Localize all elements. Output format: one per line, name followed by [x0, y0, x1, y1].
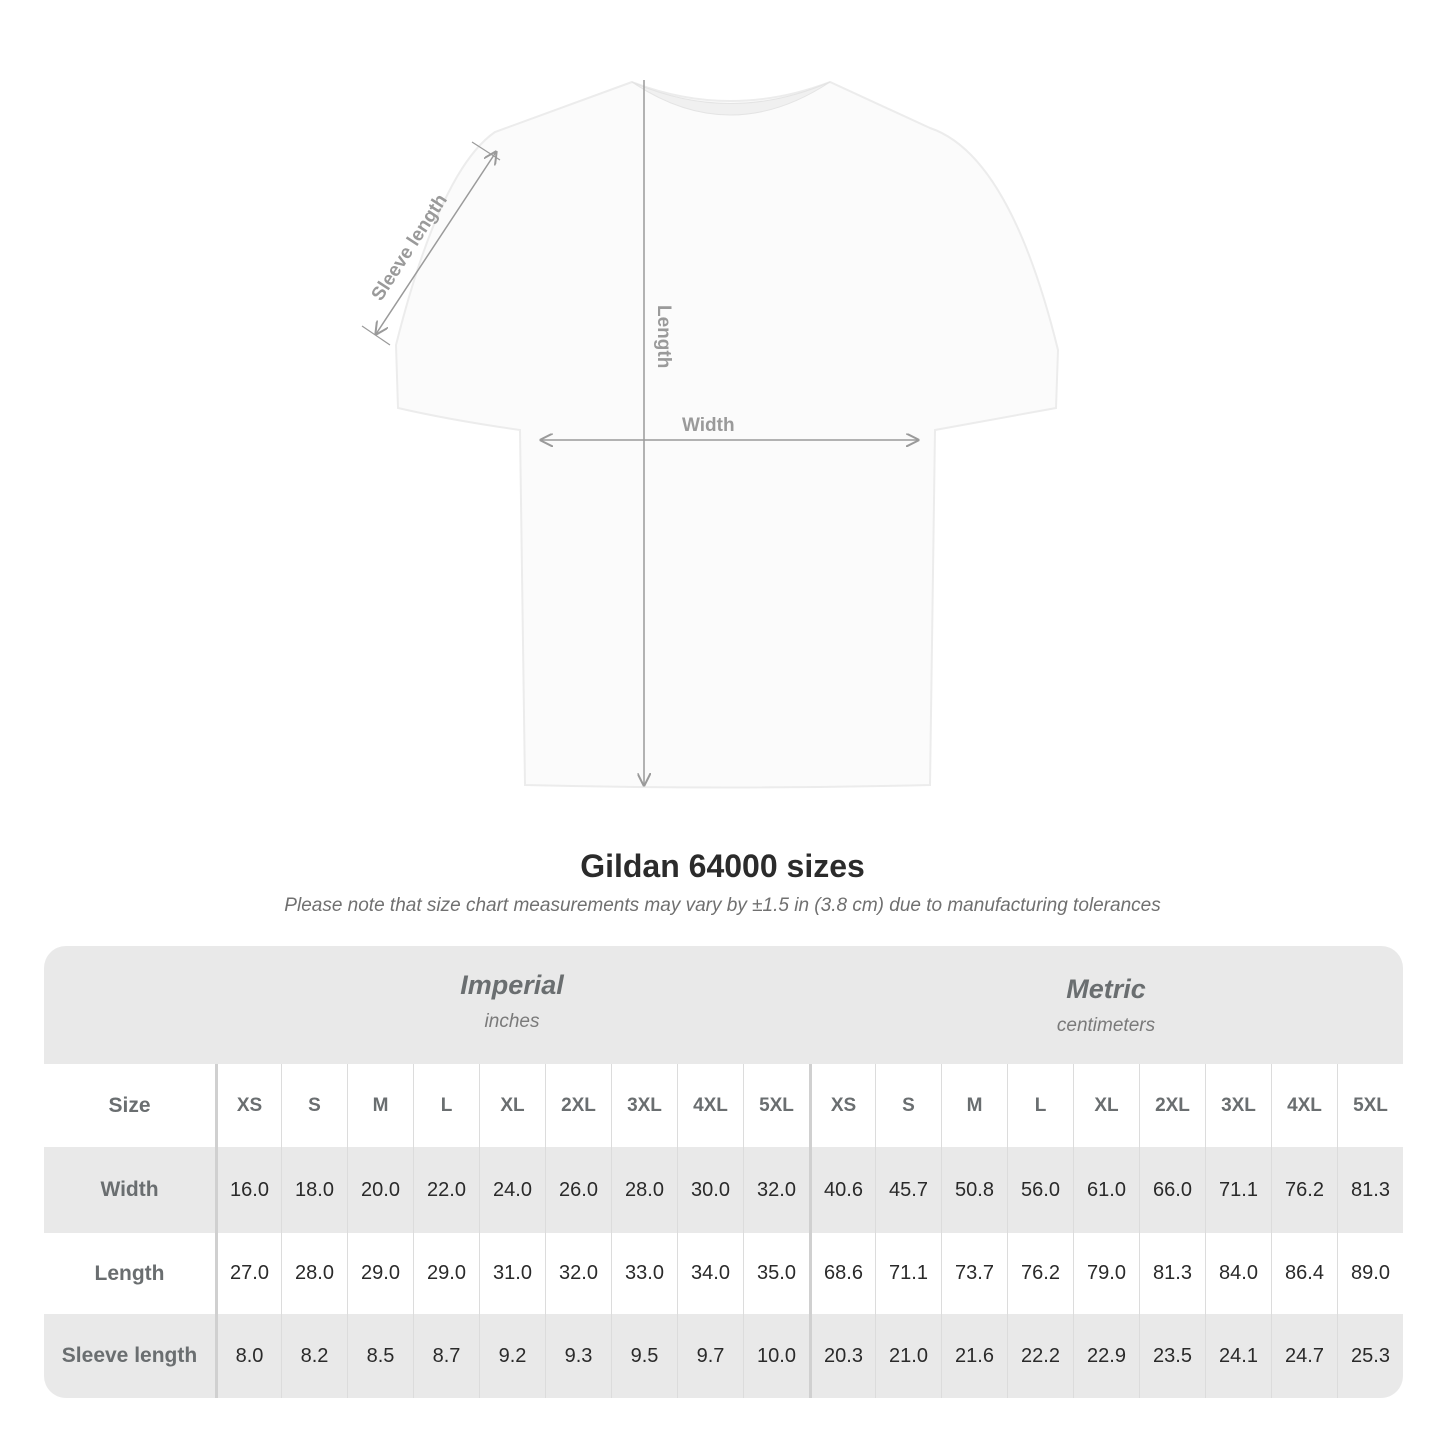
table-cell: 32.0 [545, 1233, 611, 1314]
imperial-unit: inches [484, 1011, 540, 1032]
table-cell: 71.1 [1205, 1147, 1271, 1233]
table-cell: 79.0 [1073, 1233, 1139, 1314]
table-cell: 8.5 [347, 1314, 413, 1398]
table-cell: 50.8 [941, 1147, 1007, 1233]
table-cell: 29.0 [347, 1233, 413, 1314]
table-cell: 18.0 [281, 1147, 347, 1233]
table-cell: 76.2 [1007, 1233, 1073, 1314]
size-header-5xl: 5XL [743, 1064, 809, 1147]
metric-title: Metric [1066, 974, 1146, 1004]
table-cell: 8.2 [281, 1314, 347, 1398]
size-header-xs: XS [809, 1064, 875, 1147]
size-header-xl: XL [479, 1064, 545, 1147]
table-cell: 28.0 [281, 1233, 347, 1314]
table-cell: 10.0 [743, 1314, 809, 1398]
sleeve-tick-top [471, 141, 501, 161]
size-header-m: M [941, 1064, 1007, 1147]
row-label: Sleeve length [61, 1344, 198, 1367]
sleeve-tick-bottom [361, 325, 391, 346]
size-header-l: L [413, 1064, 479, 1147]
table-cell: 73.7 [941, 1233, 1007, 1314]
size-header-s: S [281, 1064, 347, 1147]
table-row: Length 27.0 28.0 29.0 29.0 31.0 32.0 33.0 34.0 35… [44, 1233, 1403, 1314]
size-table: Imperial inches Metric centimeters Size X… [44, 946, 1403, 1398]
table-cell: 71.1 [875, 1233, 941, 1314]
table-cell: 26.0 [545, 1147, 611, 1233]
table-cell: 20.3 [809, 1314, 875, 1398]
table-cell: 29.0 [413, 1233, 479, 1314]
table-cell: 25.3 [1337, 1314, 1403, 1398]
table-cell: 45.7 [875, 1147, 941, 1233]
table-cell: 81.3 [1139, 1233, 1205, 1314]
table-cell: 22.0 [413, 1147, 479, 1233]
size-header-3xl: 3XL [1205, 1064, 1271, 1147]
size-header-4xl: 4XL [677, 1064, 743, 1147]
table-cell: 24.1 [1205, 1314, 1271, 1398]
table-cell: 86.4 [1271, 1233, 1337, 1314]
table-cell: 9.7 [677, 1314, 743, 1398]
table-cell: 21.6 [941, 1314, 1007, 1398]
size-header-xs: XS [215, 1064, 281, 1147]
size-header-3xl: 3XL [611, 1064, 677, 1147]
table-cell: 16.0 [215, 1147, 281, 1233]
table-cell: 22.2 [1007, 1314, 1073, 1398]
table-cell: 9.2 [479, 1314, 545, 1398]
table-cell: 9.3 [545, 1314, 611, 1398]
width-label: Width [682, 415, 735, 436]
size-header-label: Size [108, 1093, 151, 1117]
table-cell: 66.0 [1139, 1147, 1205, 1233]
table-cell: 34.0 [677, 1233, 743, 1314]
size-header-s: S [875, 1064, 941, 1147]
length-label: Length [653, 305, 674, 368]
table-cell: 33.0 [611, 1233, 677, 1314]
table-cell: 89.0 [1337, 1233, 1403, 1314]
size-header-2xl: 2XL [545, 1064, 611, 1147]
size-header-l: L [1007, 1064, 1073, 1147]
table-cell: 31.0 [479, 1233, 545, 1314]
row-label: Width [100, 1178, 159, 1201]
table-cell: 27.0 [215, 1233, 281, 1314]
metric-unit: centimeters [1056, 1015, 1156, 1036]
metric-header: Metric centimeters [809, 974, 1403, 1092]
table-cell: 68.6 [809, 1233, 875, 1314]
table-cell: 8.0 [215, 1314, 281, 1398]
table-cell: 61.0 [1073, 1147, 1139, 1233]
size-header-xl: XL [1073, 1064, 1139, 1147]
table-cell: 22.9 [1073, 1314, 1139, 1398]
size-header-2xl: 2XL [1139, 1064, 1205, 1147]
tshirt-diagram: Sleeve length Length Width [361, 80, 1060, 789]
table-cell: 9.5 [611, 1314, 677, 1398]
imperial-title: Imperial [460, 970, 564, 1000]
table-row: Width 16.0 18.0 20.0 22.0 24.0 26.0 28.0 30.0 32.… [44, 1147, 1403, 1233]
size-row: Size XS S M L XL 2XL 3XL 4XL 5XL XS S M L XL 2XL 3XL 4XL 5… [44, 1064, 1403, 1147]
size-header-m: M [347, 1064, 413, 1147]
collar [631, 81, 831, 116]
table-cell: 28.0 [611, 1147, 677, 1233]
table-row: Sleeve length 8.0 8.2 8.5 8.7 9.2 9.3 9.5 9.7 10.… [44, 1314, 1403, 1398]
table-cell: 84.0 [1205, 1233, 1271, 1314]
table-cell: 81.3 [1337, 1147, 1403, 1233]
table-cell: 24.0 [479, 1147, 545, 1233]
table-cell: 56.0 [1007, 1147, 1073, 1233]
imperial-header: Imperial inches [215, 970, 809, 1088]
table-cell: 20.0 [347, 1147, 413, 1233]
page-title: Gildan 64000 sizes [580, 848, 865, 884]
table-cell: 76.2 [1271, 1147, 1337, 1233]
row-label: Length [94, 1261, 165, 1285]
table-cell: 23.5 [1139, 1314, 1205, 1398]
size-header-5xl: 5XL [1337, 1064, 1403, 1147]
table-cell: 21.0 [875, 1314, 941, 1398]
size-header-4xl: 4XL [1271, 1064, 1337, 1147]
table-cell: 24.7 [1271, 1314, 1337, 1398]
table-cell: 32.0 [743, 1147, 809, 1233]
table-cell: 40.6 [809, 1147, 875, 1233]
table-cell: 35.0 [743, 1233, 809, 1314]
tolerance-note: Please note that size chart measurements… [284, 895, 1161, 916]
sleeve-length-arrow [376, 152, 496, 334]
table-cell: 8.7 [413, 1314, 479, 1398]
table-cell: 30.0 [677, 1147, 743, 1233]
